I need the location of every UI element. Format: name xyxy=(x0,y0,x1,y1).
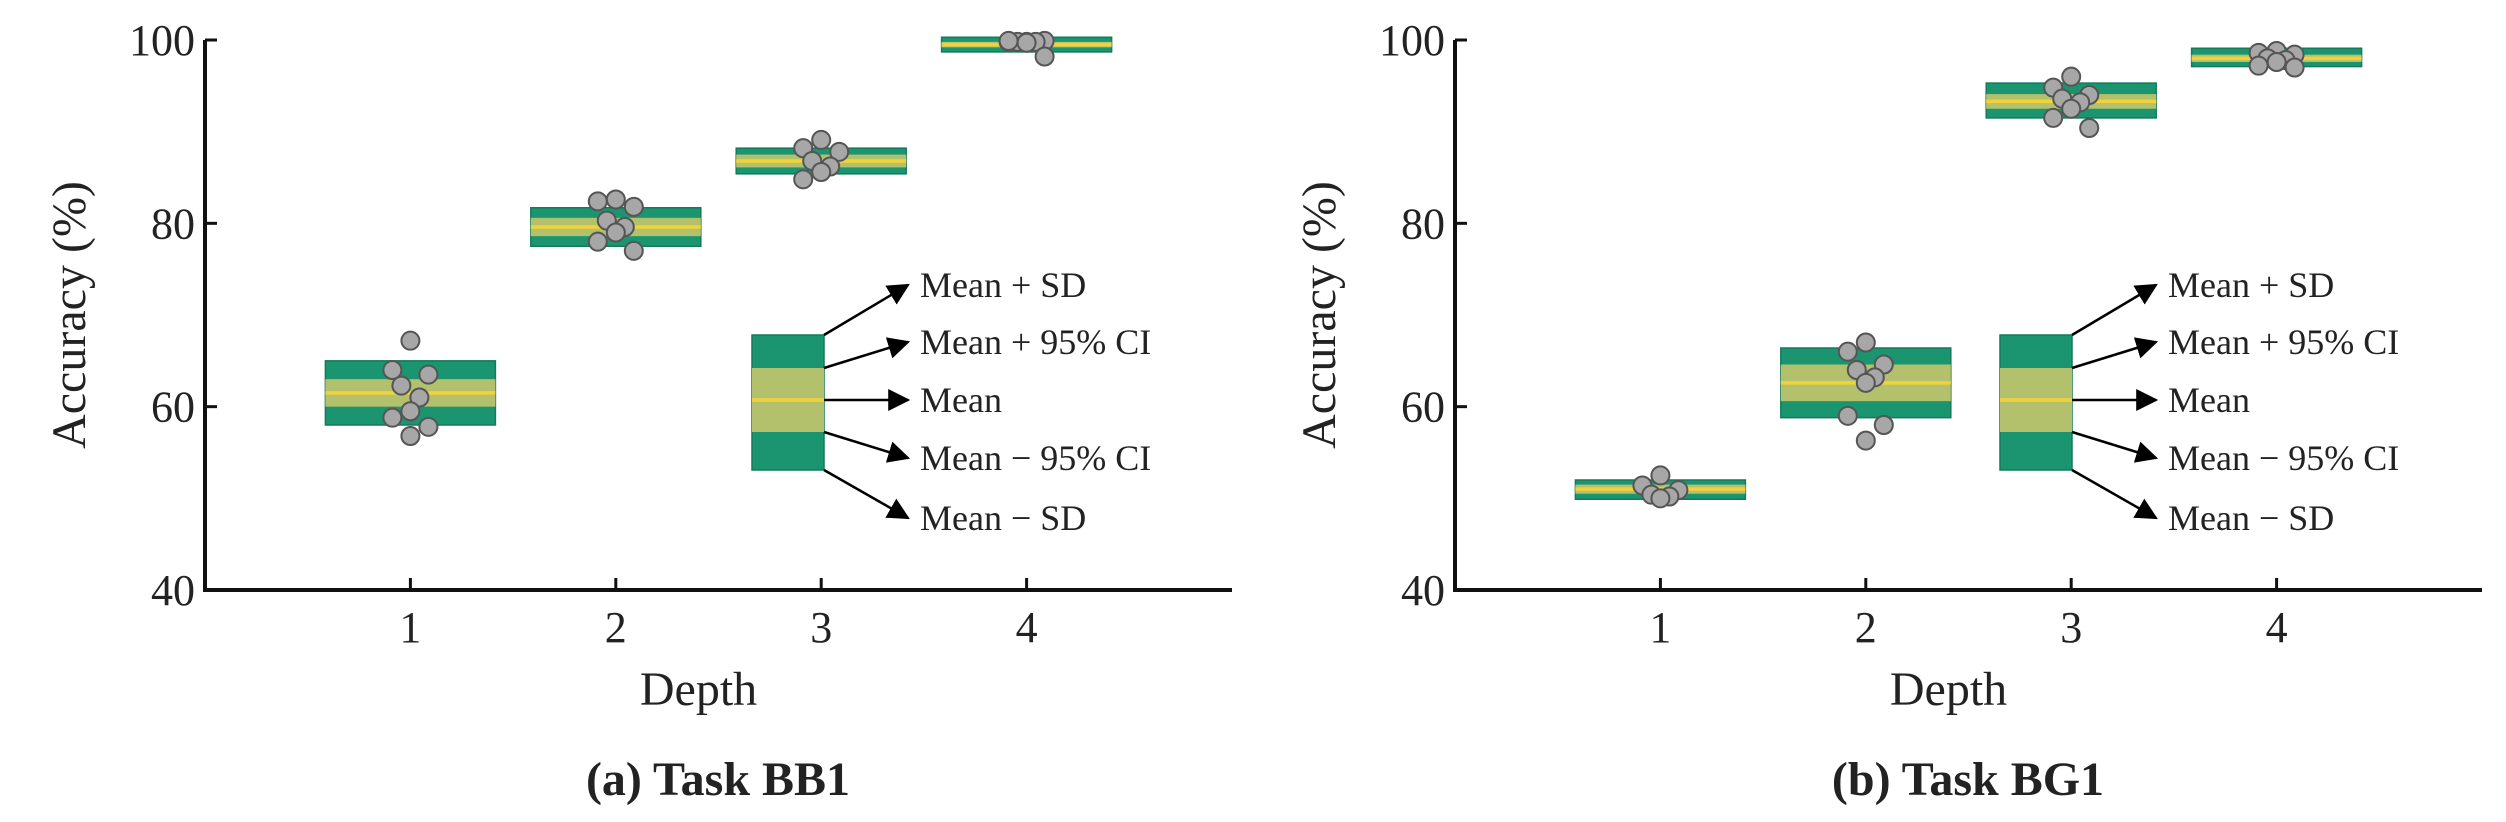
y-tick-label: 80 xyxy=(151,199,195,248)
data-point xyxy=(400,330,421,351)
data-point xyxy=(409,387,430,408)
legend-label: Mean − 95% CI xyxy=(920,438,1151,478)
data-point xyxy=(793,169,814,190)
data-point xyxy=(1855,332,1876,353)
legend-arrow xyxy=(823,283,910,337)
legend-label: Mean + SD xyxy=(2168,265,2334,305)
x-tick-label: 1 xyxy=(399,603,421,652)
legend-label: Mean xyxy=(920,380,1002,420)
x-axis-title: Depth xyxy=(640,663,757,716)
caption-b: (b) Task BG1 xyxy=(1832,753,2104,806)
legend-label: Mean + 95% CI xyxy=(2168,322,2399,362)
data-point xyxy=(587,231,608,252)
y-tick-label: 80 xyxy=(1401,199,1445,248)
data-point xyxy=(1855,372,1876,393)
legend-label: Mean − SD xyxy=(2168,498,2334,538)
subplot-a: (a) Task BB1 40 60 80 100 1 2 3 4 Depth Accuracy … xyxy=(43,16,1232,806)
x-axis-title: Depth xyxy=(1890,663,2007,716)
data-point xyxy=(2043,107,2064,128)
data-point xyxy=(382,360,403,380)
y-tick-label: 100 xyxy=(129,16,195,65)
box-group xyxy=(1574,465,1747,509)
legend-arrow xyxy=(823,468,910,520)
data-point xyxy=(2079,118,2100,138)
legend-label: Mean − SD xyxy=(920,498,1086,538)
legend: Mean + SD Mean + 95% CI Mean Mean − 95% CI M… xyxy=(1999,265,2399,538)
legend-label: Mean − 95% CI xyxy=(2168,438,2399,478)
legend-label: Mean xyxy=(2168,380,2250,420)
x-tick-label: 2 xyxy=(1855,603,1877,652)
x-tick-label: 3 xyxy=(810,603,832,652)
caption-a: (a) Task BB1 xyxy=(586,753,850,806)
data-point xyxy=(829,141,850,162)
box-group xyxy=(324,330,497,446)
y-tick-label: 40 xyxy=(1401,566,1445,615)
data-point xyxy=(2061,66,2082,87)
box-group xyxy=(2190,41,2363,78)
y-axis-title: Accuracy (%) xyxy=(43,181,96,449)
data-point xyxy=(605,189,626,210)
data-point xyxy=(1855,430,1876,451)
box-group xyxy=(1985,66,2157,138)
data-point xyxy=(2266,52,2287,72)
data-point xyxy=(391,375,412,396)
box-group xyxy=(940,30,1113,67)
data-point xyxy=(418,416,439,437)
y-axis-title: Accuracy (%) xyxy=(1293,181,1346,449)
x-tick-label: 2 xyxy=(605,603,627,652)
box-group xyxy=(735,129,907,190)
y-tick-label: 100 xyxy=(1379,16,1445,65)
data-point xyxy=(1650,488,1671,509)
subplot-b: (b) Task BG1 40 60 80 100 1 2 3 4 Depth Accuracy … xyxy=(1293,16,2482,806)
legend-label: Mean + 95% CI xyxy=(920,322,1151,362)
box-group xyxy=(530,189,702,261)
data-point xyxy=(1650,465,1671,486)
legend: Mean + SD Mean + 95% CI Mean Mean − 95% CI M… xyxy=(751,265,1151,538)
data-point xyxy=(811,129,832,150)
data-point xyxy=(1034,46,1055,67)
data-point xyxy=(382,407,403,428)
data-point xyxy=(2248,55,2269,76)
data-point xyxy=(811,162,832,182)
data-point xyxy=(2061,98,2082,119)
x-tick-label: 3 xyxy=(2060,603,2082,652)
data-point xyxy=(418,364,439,385)
legend-arrow xyxy=(2071,283,2158,337)
data-point xyxy=(1016,32,1037,53)
legend-arrow xyxy=(2071,468,2158,520)
y-tick-label: 60 xyxy=(1401,383,1445,432)
y-tick-label: 40 xyxy=(151,566,195,615)
data-point xyxy=(998,30,1019,51)
y-tick-label: 60 xyxy=(151,383,195,432)
legend-label: Mean + SD xyxy=(920,265,1086,305)
x-tick-label: 4 xyxy=(2266,603,2288,652)
data-point xyxy=(400,426,421,446)
x-tick-label: 4 xyxy=(1016,603,1038,652)
legend-arrow xyxy=(2071,337,2159,370)
data-point xyxy=(400,401,421,422)
x-tick-label: 1 xyxy=(1649,603,1671,652)
box-group xyxy=(1780,332,1952,451)
data-point xyxy=(605,222,626,243)
data-point xyxy=(587,191,608,212)
data-point xyxy=(623,240,644,261)
data-point xyxy=(623,196,644,217)
legend-arrow xyxy=(2071,430,2159,463)
data-point xyxy=(1837,341,1858,362)
legend-arrow xyxy=(823,337,911,370)
data-point xyxy=(2284,57,2305,78)
legend-arrow xyxy=(823,430,911,463)
data-point xyxy=(1837,405,1858,426)
data-point xyxy=(1873,415,1894,435)
